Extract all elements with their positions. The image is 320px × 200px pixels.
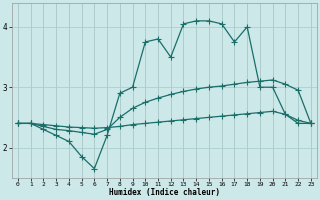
X-axis label: Humidex (Indice chaleur): Humidex (Indice chaleur)	[109, 188, 220, 197]
